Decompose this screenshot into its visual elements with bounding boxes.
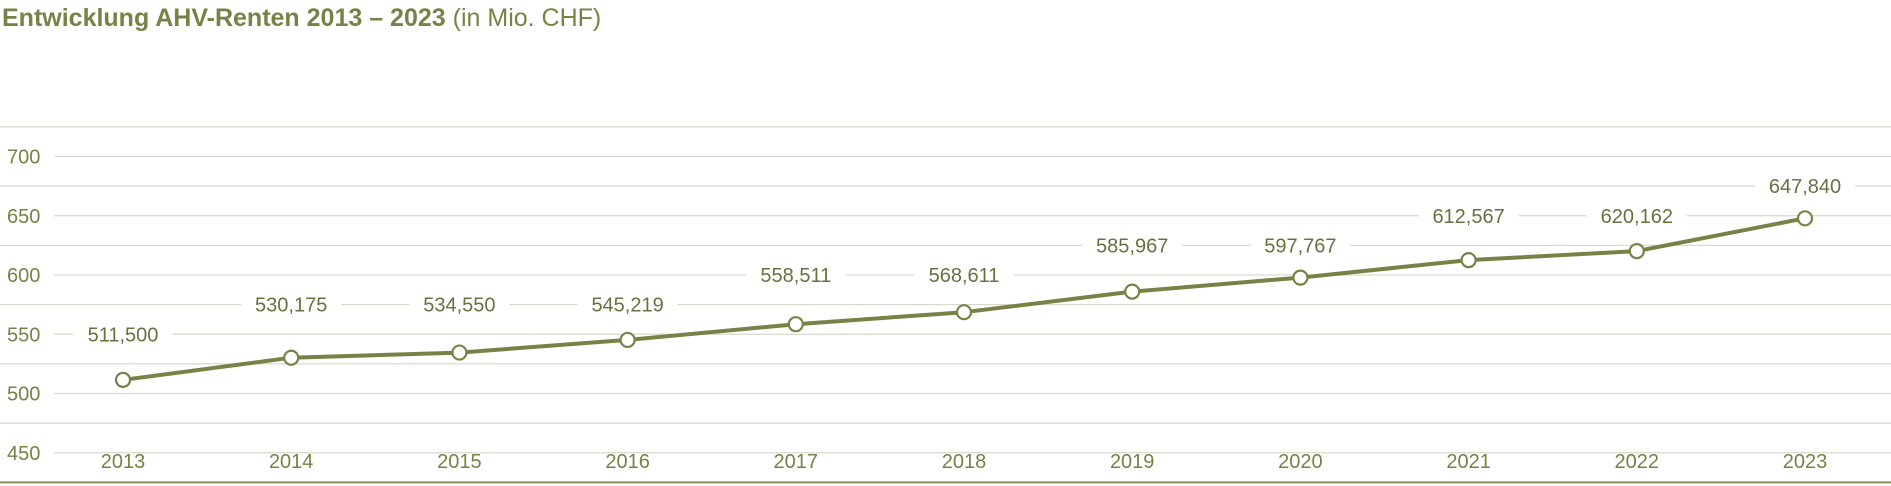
data-label: 620,162: [1601, 206, 1673, 228]
x-tick-label: 2013: [101, 451, 146, 473]
y-tick-label: 600: [7, 265, 40, 287]
data-point: [1124, 283, 1141, 300]
data-point: [1460, 252, 1477, 269]
data-point-markers: [114, 210, 1814, 388]
data-point: [955, 304, 973, 321]
chart-title-main: Entwicklung AHV-Renten 2013 – 2023: [2, 4, 446, 32]
data-label-mask: [1755, 173, 1855, 200]
data-point: [619, 331, 636, 349]
y-tick-label: 500: [7, 384, 40, 406]
series-line: [122, 216, 1806, 382]
data-labels: 511,500 530,175 534,550 545,219 558,511 568,6…: [73, 173, 1855, 348]
y-tick-label-mask: [0, 440, 54, 465]
x-tick-label: 2015: [437, 451, 482, 473]
chart-title: Entwicklung AHV-Renten 2013 – 2023 (in M…: [2, 4, 601, 33]
x-tick-label: 2018: [942, 451, 987, 473]
y-tick-label-mask: [0, 144, 54, 169]
x-tick-label: 2020: [1278, 451, 1323, 473]
data-label: 511,500: [88, 324, 159, 346]
y-tick-label-mask: [0, 322, 54, 347]
data-point: [1796, 210, 1814, 227]
data-label: 597,767: [1264, 235, 1336, 257]
x-tick-label: 2014: [269, 451, 314, 473]
y-tick-label-mask: [0, 381, 54, 406]
data-label-mask: [1082, 232, 1183, 259]
y-tick-label: 550: [7, 324, 40, 346]
data-label: 612,567: [1432, 206, 1504, 228]
x-tick-label: 2023: [1783, 451, 1828, 473]
data-point: [114, 371, 132, 388]
data-label: 568,611: [929, 265, 1000, 287]
x-tick-label: 2019: [1110, 451, 1155, 473]
data-label-mask: [914, 262, 1014, 288]
y-axis-ticks: 450 500 550 600 650 700: [0, 144, 54, 465]
data-point: [451, 344, 468, 361]
chart-title-unit: (in Mio. CHF): [452, 4, 602, 32]
data-label-mask: [1250, 232, 1351, 259]
data-label: 647,840: [1769, 176, 1841, 198]
data-label: 585,967: [1096, 235, 1168, 257]
data-label: 530,175: [255, 295, 327, 317]
y-tick-label-mask: [0, 263, 54, 287]
y-tick-label: 700: [7, 147, 40, 169]
data-point: [787, 316, 804, 333]
data-label-mask: [577, 291, 678, 318]
x-tick-label: 2016: [605, 451, 650, 473]
y-tick-label: 450: [7, 443, 40, 465]
data-label: 545,219: [591, 295, 663, 317]
x-tick-label: 2021: [1446, 451, 1491, 473]
data-label-mask: [241, 291, 342, 318]
data-label-mask: [73, 321, 173, 348]
data-point: [283, 349, 300, 366]
data-label-mask: [1418, 202, 1519, 229]
x-tick-label: 2017: [774, 451, 819, 473]
y-tick-label-mask: [0, 203, 54, 228]
data-label-mask: [1586, 202, 1687, 229]
data-point: [1292, 269, 1309, 286]
data-label: 534,550: [423, 295, 495, 317]
data-label-mask: [745, 262, 846, 288]
data-point: [1628, 243, 1645, 260]
data-label-mask: [409, 291, 510, 318]
data-label: 558,511: [760, 265, 831, 287]
x-tick-label: 2022: [1615, 451, 1660, 473]
x-axis-ticks: 2013 2014 2015 2016 2017 2018 2019 2020 2021 2022…: [101, 451, 1828, 473]
y-tick-label: 650: [7, 206, 40, 228]
